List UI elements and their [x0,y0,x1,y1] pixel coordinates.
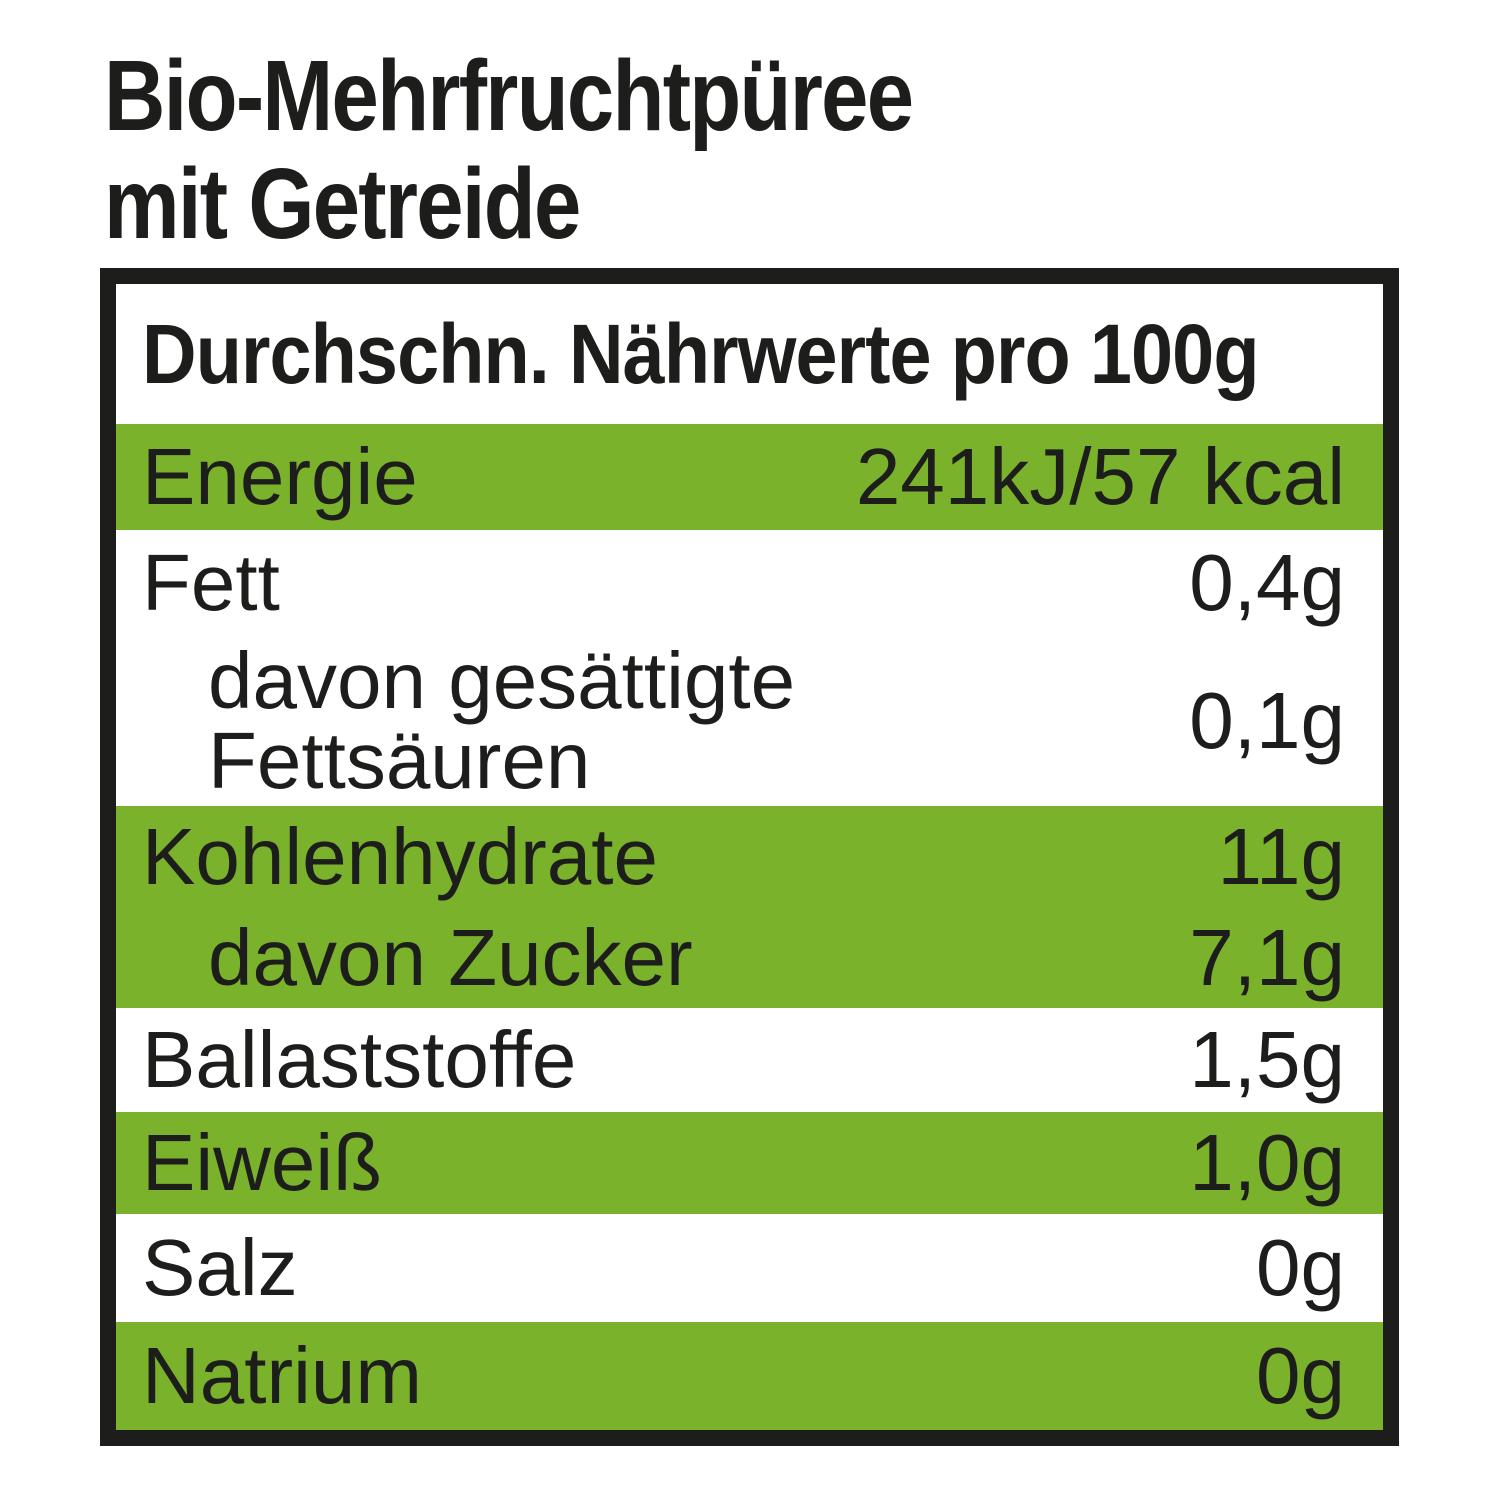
row-salz: Salz 0g [116,1214,1383,1322]
nutrient-value: 0g [1256,1331,1345,1420]
row-gesaettigte-fettsaeuren: davon gesättigte Fettsäuren 0,1g [116,636,1383,806]
row-energie: Energie 241kJ/57 kcal [116,424,1383,530]
nutrient-value: 0g [1256,1223,1345,1312]
nutrient-value: 1,0g [1189,1118,1345,1207]
table-header-text: Durchschn. Nährwerte pro 100g [142,306,1260,401]
nutrient-value: 241kJ/57 kcal [855,432,1345,521]
nutrient-label: Kohlenhydrate [142,812,658,901]
nutrient-value: 0,4g [1189,538,1345,627]
row-kohlenhydrate: Kohlenhydrate 11g [116,806,1383,908]
nutrient-label: Energie [142,432,418,521]
nutrient-label: Ballaststoffe [142,1015,577,1104]
nutrient-label: Fett [142,538,280,627]
product-title: Bio-Mehrfruchtpüree mit Getreide [104,40,914,260]
product-title-line1: Bio-Mehrfruchtpüree [104,40,914,152]
nutrient-label: Salz [142,1223,298,1312]
nutrient-value: 1,5g [1189,1015,1345,1104]
nutrient-value: 11g [1217,812,1345,901]
product-title-line2: mit Getreide [104,148,581,260]
row-fett: Fett 0,4g [116,530,1383,636]
row-eiweiss: Eiweiß 1,0g [116,1112,1383,1214]
row-davon-zucker: davon Zucker 7,1g [116,908,1383,1008]
nutrient-value: 0,1g [1189,676,1345,765]
nutrient-value: 7,1g [1189,913,1345,1002]
nutrition-table: Durchschn. Nährwerte pro 100g Energie 24… [100,268,1399,1446]
nutrient-label: davon Zucker [208,913,693,1002]
row-ballaststoffe: Ballaststoffe 1,5g [116,1008,1383,1112]
nutrient-label: Natrium [142,1331,423,1420]
table-header: Durchschn. Nährwerte pro 100g [116,284,1383,424]
nutrient-label: Eiweiß [142,1118,383,1207]
row-natrium: Natrium 0g [116,1322,1383,1430]
nutrient-label: davon gesättigte Fettsäuren [208,636,796,805]
